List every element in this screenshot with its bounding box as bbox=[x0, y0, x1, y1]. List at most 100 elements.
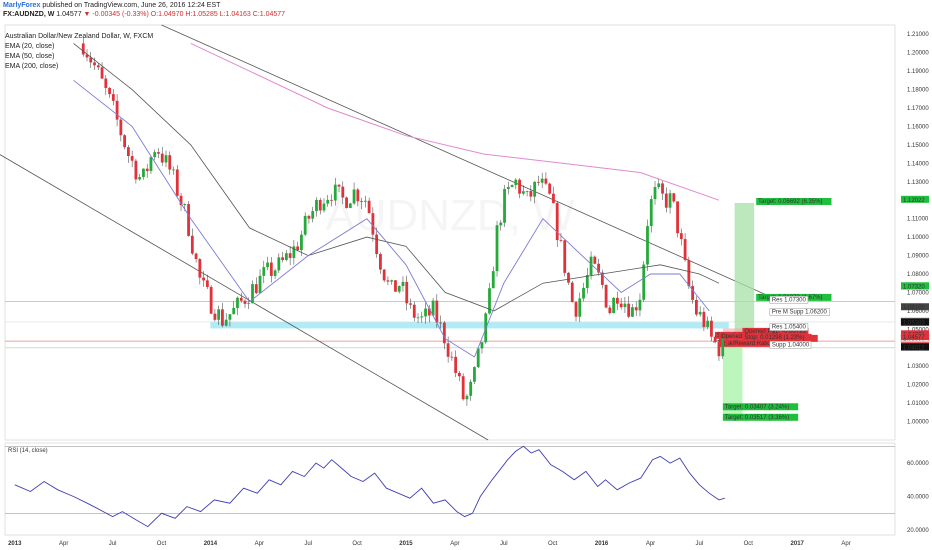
candle-body bbox=[153, 152, 157, 158]
candle-body bbox=[706, 320, 710, 327]
time-axis-label: 2013 bbox=[8, 541, 22, 547]
price-axis-tick: 1.18000 bbox=[907, 88, 929, 94]
symbol: FX:AUDNZD, W bbox=[3, 11, 55, 18]
candle-body bbox=[544, 178, 548, 184]
price-axis-tick: 1.14000 bbox=[907, 161, 929, 167]
candle-body bbox=[363, 200, 367, 202]
candle-body bbox=[476, 348, 480, 368]
candle-body bbox=[593, 256, 597, 264]
candle-body bbox=[672, 193, 676, 202]
level-label-box bbox=[769, 323, 809, 331]
candle-body bbox=[138, 177, 142, 180]
candle-body bbox=[555, 203, 559, 241]
price-axis-tick: 1.06000 bbox=[907, 309, 929, 315]
candle-body bbox=[454, 356, 458, 373]
candle-body bbox=[239, 297, 243, 301]
candle-body bbox=[548, 183, 552, 194]
candle-body bbox=[439, 322, 442, 324]
candle-body bbox=[187, 204, 190, 236]
candle-body bbox=[623, 303, 627, 308]
time-axis-label: Apr bbox=[255, 541, 264, 547]
candle-body bbox=[491, 271, 495, 289]
price-axis-tick: 1.20000 bbox=[907, 51, 929, 57]
candle-body bbox=[634, 307, 638, 311]
candle-body bbox=[390, 280, 394, 282]
candle-body bbox=[646, 226, 649, 265]
price-axis-tick: 1.16000 bbox=[907, 124, 929, 130]
candle-body bbox=[600, 272, 604, 285]
rsi-title: RSI (14, close) bbox=[8, 448, 48, 454]
candle-body bbox=[721, 338, 725, 357]
candle-body bbox=[638, 299, 642, 311]
legend-ema20[interactable]: EMA (20, close) bbox=[5, 43, 55, 50]
time-axis-label: Oct bbox=[157, 541, 167, 547]
candle-body bbox=[262, 267, 266, 276]
candle-body bbox=[514, 179, 518, 186]
candle-body bbox=[172, 169, 175, 171]
candle-body bbox=[597, 263, 600, 273]
candle-body bbox=[202, 277, 206, 281]
candle-body bbox=[570, 282, 574, 303]
candle-body bbox=[348, 203, 352, 208]
candle-body bbox=[450, 356, 454, 358]
publish-info: MarlyForex published on TradingView.com,… bbox=[3, 2, 220, 9]
author-link[interactable]: MarlyForex bbox=[3, 2, 41, 9]
candle-body bbox=[326, 199, 330, 204]
legend-ema200[interactable]: EMA (200, close) bbox=[5, 63, 59, 70]
candle-body bbox=[311, 211, 315, 219]
time-axis-label: Apr bbox=[841, 541, 850, 547]
candle-body bbox=[488, 288, 491, 314]
candle-body bbox=[130, 155, 134, 161]
candle-body bbox=[277, 257, 281, 271]
long-target-zone bbox=[734, 202, 755, 332]
rsi-pane-frame bbox=[4, 442, 896, 536]
candle-body bbox=[469, 381, 473, 396]
candle-body bbox=[567, 272, 570, 283]
price-axis-tick: 1.21000 bbox=[907, 32, 929, 38]
candle-body bbox=[691, 286, 695, 300]
candle-body bbox=[480, 342, 484, 349]
candle-body bbox=[179, 195, 183, 206]
candle-body bbox=[687, 260, 691, 287]
candle-body bbox=[409, 303, 412, 305]
legend-ema50[interactable]: EMA (50, close) bbox=[5, 53, 55, 60]
candle-body bbox=[157, 152, 160, 154]
candle-body bbox=[559, 240, 563, 241]
candle-body bbox=[104, 78, 108, 88]
price-pane-frame bbox=[4, 24, 896, 441]
candle-body bbox=[461, 376, 465, 400]
candle-body bbox=[296, 246, 300, 251]
time-axis-label: Apr bbox=[450, 541, 459, 547]
candle-body bbox=[679, 233, 683, 240]
candle-body bbox=[657, 183, 661, 188]
time-axis-label: Oct bbox=[744, 541, 754, 547]
candle-body bbox=[694, 299, 698, 315]
candle-body bbox=[649, 199, 653, 227]
price-axis-tick: 1.08000 bbox=[907, 272, 929, 278]
short-target-label: Target: 0.03407 (3.24%) bbox=[725, 404, 789, 410]
candle-body bbox=[93, 62, 96, 66]
time-axis-label: Oct bbox=[352, 541, 362, 547]
ema50-line bbox=[73, 43, 720, 312]
candle-body bbox=[510, 185, 514, 187]
candle-body bbox=[217, 309, 221, 320]
rsi-axis-tick: 60.0000 bbox=[907, 461, 929, 467]
candle-body bbox=[533, 181, 537, 197]
candle-body bbox=[145, 168, 149, 172]
candle-body bbox=[420, 316, 424, 318]
candle-body bbox=[119, 119, 123, 136]
candle-body bbox=[683, 239, 687, 261]
candle-body bbox=[495, 225, 499, 272]
candle-body bbox=[578, 298, 582, 317]
candle-body bbox=[183, 204, 187, 206]
candle-body bbox=[134, 160, 138, 180]
candle-body bbox=[506, 186, 510, 189]
candle-body bbox=[405, 281, 409, 304]
price-axis-tick: 1.02000 bbox=[907, 383, 929, 389]
price-axis-tick: 1.17000 bbox=[907, 106, 929, 112]
candle-body bbox=[345, 197, 348, 208]
trendline bbox=[0, 154, 489, 441]
candle-body bbox=[702, 311, 706, 327]
trendline bbox=[161, 24, 782, 303]
